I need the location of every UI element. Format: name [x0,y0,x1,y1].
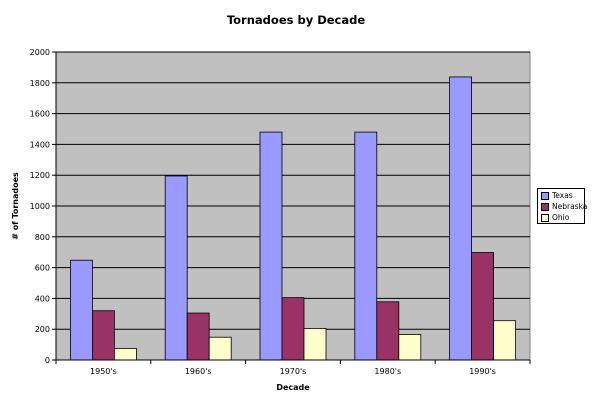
y-tick-label: 0 [45,356,50,365]
x-tick-label: 1950's [90,367,117,376]
bar-nebraska-1980-s [376,301,400,361]
legend: Texas Nebraska Ohio [537,188,588,224]
y-tick-label: 400 [35,294,50,303]
bar-ohio-1960-s [208,336,232,361]
legend-swatch-ohio [541,213,549,222]
legend-label-texas: Texas [552,191,573,200]
bar-nebraska-1990-s [471,252,495,361]
y-tick-label: 2000 [30,48,50,57]
legend-item-ohio: Ohio [541,212,584,223]
legend-label-ohio: Ohio [552,213,570,222]
y-tick-label: 1400 [30,140,50,149]
bar-ohio-1980-s [398,334,422,361]
x-tick-label: 1990's [469,367,496,376]
bar-nebraska-1950-s [92,310,115,361]
bar-ohio-1990-s [493,320,517,361]
chart-title: Tornadoes by Decade [227,13,366,27]
y-tick-label: 1000 [30,202,50,211]
y-axis-label: # of Tornadoes [11,172,20,240]
bar-nebraska-1960-s [186,312,210,361]
bar-texas-1980-s [354,131,378,361]
x-tick-label: 1960's [185,367,212,376]
legend-swatch-texas [541,191,549,200]
y-tick-label: 1600 [30,110,50,119]
x-axis: 1950's 1960's 1970's 1980's 1990's [55,359,531,376]
bar-texas-1970-s [259,131,283,361]
x-tick-label: 1980's [374,367,401,376]
x-axis-label: Decade [276,383,310,392]
y-tick-label: 1800 [30,79,50,88]
y-tick-label: 1200 [30,171,50,180]
bar-texas-1960-s [164,175,188,361]
y-tick-label: 600 [35,264,50,273]
legend-swatch-nebraska [541,202,549,211]
y-tick-label: 200 [35,325,50,334]
legend-item-texas: Texas [541,190,584,201]
y-axis: 0 200 400 600 800 1000 1200 1400 1600 1800 2000 [30,48,57,365]
bar-texas-1950-s [70,259,93,361]
bar-nebraska-1970-s [281,297,305,361]
legend-label-nebraska: Nebraska [552,202,588,211]
bar-ohio-1950-s [114,348,137,361]
x-tick-label: 1970's [280,367,307,376]
bar-texas-1990-s [449,76,473,361]
legend-item-nebraska: Nebraska [541,201,588,212]
bars [70,76,517,361]
y-tick-label: 800 [35,233,50,242]
bar-ohio-1970-s [303,328,327,361]
